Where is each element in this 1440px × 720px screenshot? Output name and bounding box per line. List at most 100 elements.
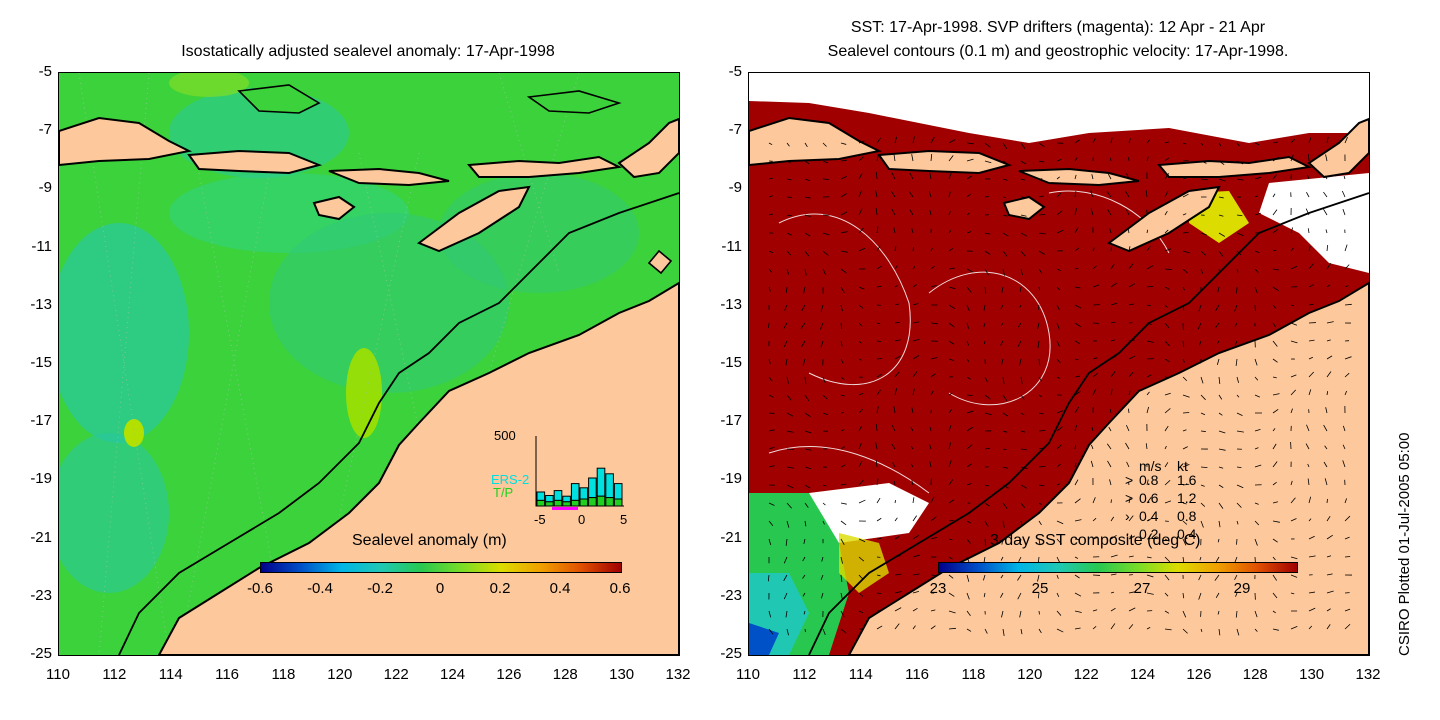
histogram-bar-ers2	[605, 473, 614, 499]
histogram-bar-ers2	[536, 491, 546, 501]
x-tick-label: 124	[440, 666, 466, 683]
x-tick-label: 116	[215, 666, 240, 683]
colorbar-tick-label: 0	[435, 580, 445, 597]
left-colorbar-label: Sealevel anomaly (m)	[352, 532, 507, 549]
right-map-title-line2: Sealevel contours (0.1 m) and geostrophi…	[827, 43, 1289, 60]
histogram-bar-tp	[562, 501, 571, 507]
velocity-legend-kt: 1.2	[1177, 490, 1197, 506]
velocity-legend-arrow-icon: ›	[1125, 508, 1130, 524]
x-tick-label: 132	[1355, 666, 1381, 683]
histogram-bar-tp	[570, 499, 580, 507]
x-tick-label: 130	[609, 666, 635, 683]
histogram-bar-ers2	[579, 487, 589, 500]
histogram-bar-tp	[553, 499, 563, 507]
right-map-title-line1: SST: 17-Apr-1998. SVP drifters (magenta)…	[850, 19, 1266, 36]
y-tick-label: -25	[720, 645, 742, 662]
colorbar-tick-label: 29	[1233, 580, 1251, 597]
y-tick-label: -9	[728, 179, 742, 197]
colorbar-tick-label: -0.2	[367, 580, 393, 597]
histogram-bar-tp	[536, 499, 546, 507]
drifter-period-marker	[552, 507, 578, 510]
y-tick-label: -15	[30, 354, 52, 371]
velocity-legend-ms: 0.6	[1139, 490, 1159, 506]
velocity-legend-header-ms: m/s	[1139, 458, 1162, 474]
histogram-ymax-label: 500	[494, 428, 516, 443]
histogram-bar-ers2	[562, 495, 571, 503]
histogram-bar-ers2	[545, 495, 554, 503]
histogram-xtick-right: 5	[620, 512, 628, 527]
y-tick-label: -23	[30, 586, 52, 604]
histogram-bar-ers2	[570, 483, 580, 501]
x-tick-label: 114	[158, 666, 183, 683]
geostrophic-velocity-arrows	[767, 136, 1352, 636]
x-tick-label: 112	[102, 666, 127, 683]
histogram-xtick-left: -5	[534, 512, 546, 527]
histogram-series-tp: T/P	[493, 485, 514, 500]
histogram-bar-ers2	[553, 490, 563, 501]
colorbar-tick-label: -0.4	[307, 580, 333, 597]
y-tick-label: -5	[38, 63, 52, 80]
colorbar-tick-label: 23	[929, 580, 947, 597]
x-tick-label: 126	[496, 666, 522, 683]
y-tick-label: -21	[720, 528, 742, 546]
y-tick-label: -25	[30, 645, 52, 662]
y-tick-label: -23	[720, 586, 742, 604]
y-tick-label: -17	[720, 412, 742, 430]
y-tick-label: -5	[728, 63, 742, 80]
x-tick-label: 128	[1242, 666, 1268, 683]
y-tick-label: -19	[30, 470, 52, 488]
x-tick-label: 118	[961, 666, 986, 683]
x-tick-label: 120	[1017, 666, 1043, 683]
left-map-title: Isostatically adjusted sealevel anomaly:…	[181, 43, 555, 60]
colorbar-tick-label: 27	[1133, 580, 1151, 597]
x-tick-label: 110	[736, 666, 760, 683]
colorbar-tick-label: -0.6	[247, 580, 273, 597]
y-tick-label: -15	[720, 354, 742, 371]
histogram-bar-ers2	[588, 477, 597, 499]
velocity-legend-ms: 0.2	[1139, 526, 1159, 542]
colorbar-tick-label: 0.4	[549, 580, 571, 597]
histogram-bar-tp	[588, 497, 597, 507]
velocity-legend-kt: 1.6	[1177, 472, 1197, 488]
colorbar-tick-label: 25	[1031, 580, 1049, 597]
x-tick-label: 112	[792, 666, 817, 683]
x-tick-label: 122	[383, 666, 409, 683]
x-tick-label: 130	[1299, 666, 1325, 683]
x-tick-label: 116	[905, 666, 930, 683]
x-tick-label: 132	[665, 666, 691, 683]
x-tick-label: 118	[271, 666, 296, 683]
histogram-xtick-mid: 0	[578, 512, 586, 527]
velocity-legend: m/s kt >0.8 1.6 >0.6 1.2 › 0.4 0.8 · 0.2 0.4	[1125, 458, 1215, 542]
x-tick-label: 126	[1186, 666, 1212, 683]
y-tick-label: -13	[30, 295, 52, 313]
plot-credit: CSIRO Plotted 01-Jul-2005 05:00	[1396, 432, 1413, 656]
x-tick-label: 114	[848, 666, 873, 683]
x-tick-label: 128	[552, 666, 578, 683]
velocity-legend-ms: 0.8	[1139, 472, 1159, 488]
velocity-legend-header-kt: kt	[1177, 458, 1188, 474]
histogram-bar-tp	[613, 498, 623, 507]
y-tick-label: -19	[720, 470, 742, 488]
track-histogram: 500 ERS-2 T/P -5 0 5	[488, 428, 638, 527]
velocity-legend-kt: 0.8	[1177, 508, 1197, 524]
left-colorbar	[260, 562, 622, 573]
velocity-legend-arrow-icon: >	[1125, 472, 1134, 488]
x-tick-label: 110	[46, 666, 70, 683]
velocity-legend-kt: 0.4	[1177, 526, 1197, 542]
colorbar-tick-label: 0.2	[489, 580, 511, 597]
x-tick-label: 124	[1130, 666, 1156, 683]
y-tick-label: -9	[38, 179, 52, 197]
colorbar-tick-label: 0.6	[609, 580, 631, 597]
y-tick-label: -7	[38, 121, 52, 139]
x-tick-label: 120	[327, 666, 353, 683]
histogram-series-ers2: ERS-2	[491, 472, 530, 487]
y-tick-label: -21	[30, 528, 52, 546]
histogram-bar-tp	[605, 497, 614, 507]
x-tick-label: 122	[1073, 666, 1099, 683]
right-colorbar-label: 3-day SST composite (deg C)	[990, 532, 1201, 549]
histogram-bar-tp	[579, 498, 589, 507]
right-colorbar	[938, 562, 1298, 573]
histogram-bar-tp	[545, 501, 554, 507]
y-tick-label: -17	[30, 412, 52, 430]
y-tick-label: -7	[728, 121, 742, 139]
